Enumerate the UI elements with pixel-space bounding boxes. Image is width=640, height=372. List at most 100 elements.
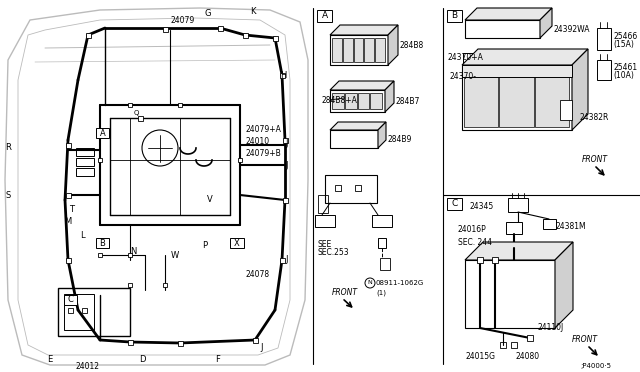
Bar [464, 68, 499, 127]
Bar [358, 93, 369, 109]
Bar [128, 283, 132, 287]
Text: W: W [171, 250, 179, 260]
Text: 24370+A: 24370+A [448, 53, 484, 62]
Text: 24110J: 24110J [537, 323, 563, 332]
Polygon shape [330, 25, 398, 35]
Bar [253, 337, 257, 343]
Bar [96, 128, 109, 138]
Text: J: J [260, 343, 263, 353]
Bar [597, 60, 611, 80]
Text: F: F [216, 356, 220, 365]
Bar [177, 340, 182, 346]
Text: B: B [451, 12, 458, 20]
Polygon shape [385, 81, 394, 112]
Bar [64, 294, 94, 330]
Bar [238, 158, 242, 162]
Bar [465, 20, 540, 38]
Bar [335, 185, 341, 191]
Text: 24381M: 24381M [555, 222, 586, 231]
Bar [447, 10, 462, 22]
Text: 24080: 24080 [516, 352, 540, 361]
Bar [511, 342, 517, 348]
Bar [343, 38, 353, 62]
Bar [378, 238, 386, 248]
Bar [273, 35, 278, 41]
Text: P: P [202, 241, 207, 250]
Text: 24079: 24079 [171, 16, 195, 25]
Text: K: K [250, 7, 256, 16]
Bar [375, 38, 385, 62]
Bar [163, 26, 168, 32]
Bar [364, 38, 374, 62]
Bar [280, 257, 285, 263]
Bar [76, 158, 94, 166]
Text: 25461: 25461 [613, 63, 637, 72]
Bar [317, 10, 332, 22]
Text: 08911-1062G: 08911-1062G [376, 280, 424, 286]
Bar [499, 68, 534, 127]
Text: V: V [207, 196, 213, 205]
Text: N: N [130, 247, 136, 257]
Text: 24015G: 24015G [466, 352, 496, 361]
Bar [380, 258, 390, 270]
Bar [325, 175, 377, 203]
Bar [81, 308, 86, 312]
Bar [500, 342, 506, 348]
Text: FRONT: FRONT [332, 288, 358, 297]
Text: J: J [285, 160, 288, 170]
Text: R: R [5, 144, 11, 153]
Text: C: C [451, 199, 458, 208]
Text: SEC.253: SEC.253 [318, 248, 349, 257]
Text: N: N [367, 280, 372, 285]
Bar [527, 335, 533, 341]
Text: 24382R: 24382R [580, 112, 609, 122]
Bar [282, 198, 287, 202]
Text: FRONT: FRONT [572, 335, 598, 344]
Bar [65, 142, 70, 148]
Text: 24016P: 24016P [458, 225, 487, 234]
Polygon shape [330, 122, 386, 130]
Bar [65, 192, 70, 198]
Polygon shape [462, 49, 588, 65]
Bar [332, 38, 342, 62]
Bar [462, 65, 572, 77]
Bar [447, 198, 462, 210]
Bar [354, 38, 364, 62]
Bar [372, 215, 392, 227]
Text: J: J [285, 256, 288, 264]
Text: S: S [5, 190, 11, 199]
Bar [67, 308, 72, 312]
Bar [463, 72, 479, 84]
Bar [355, 185, 361, 191]
Bar [178, 103, 182, 107]
Bar [508, 198, 528, 212]
Bar [597, 28, 611, 50]
Text: Q: Q [133, 110, 139, 116]
Bar [506, 222, 522, 234]
Text: M: M [65, 218, 72, 227]
Bar [218, 26, 223, 31]
Text: (10A): (10A) [613, 71, 634, 80]
Polygon shape [465, 8, 552, 20]
Bar [330, 130, 378, 148]
Bar [96, 238, 109, 248]
Text: G: G [205, 10, 211, 19]
Text: (15A): (15A) [613, 40, 634, 49]
Bar [371, 93, 382, 109]
Bar [315, 215, 335, 227]
Bar [163, 283, 167, 287]
Bar [98, 158, 102, 162]
Bar [65, 257, 70, 263]
Text: 24079+A: 24079+A [245, 125, 281, 134]
Polygon shape [555, 242, 573, 328]
Text: (1): (1) [376, 289, 386, 295]
Circle shape [365, 278, 375, 288]
Text: SEE: SEE [318, 240, 332, 249]
Bar [462, 65, 572, 130]
Bar [282, 138, 287, 142]
Bar [465, 260, 555, 328]
Bar [64, 295, 77, 305]
Text: 24370-: 24370- [449, 72, 476, 81]
Text: 24345: 24345 [470, 202, 494, 211]
Bar [477, 257, 483, 263]
